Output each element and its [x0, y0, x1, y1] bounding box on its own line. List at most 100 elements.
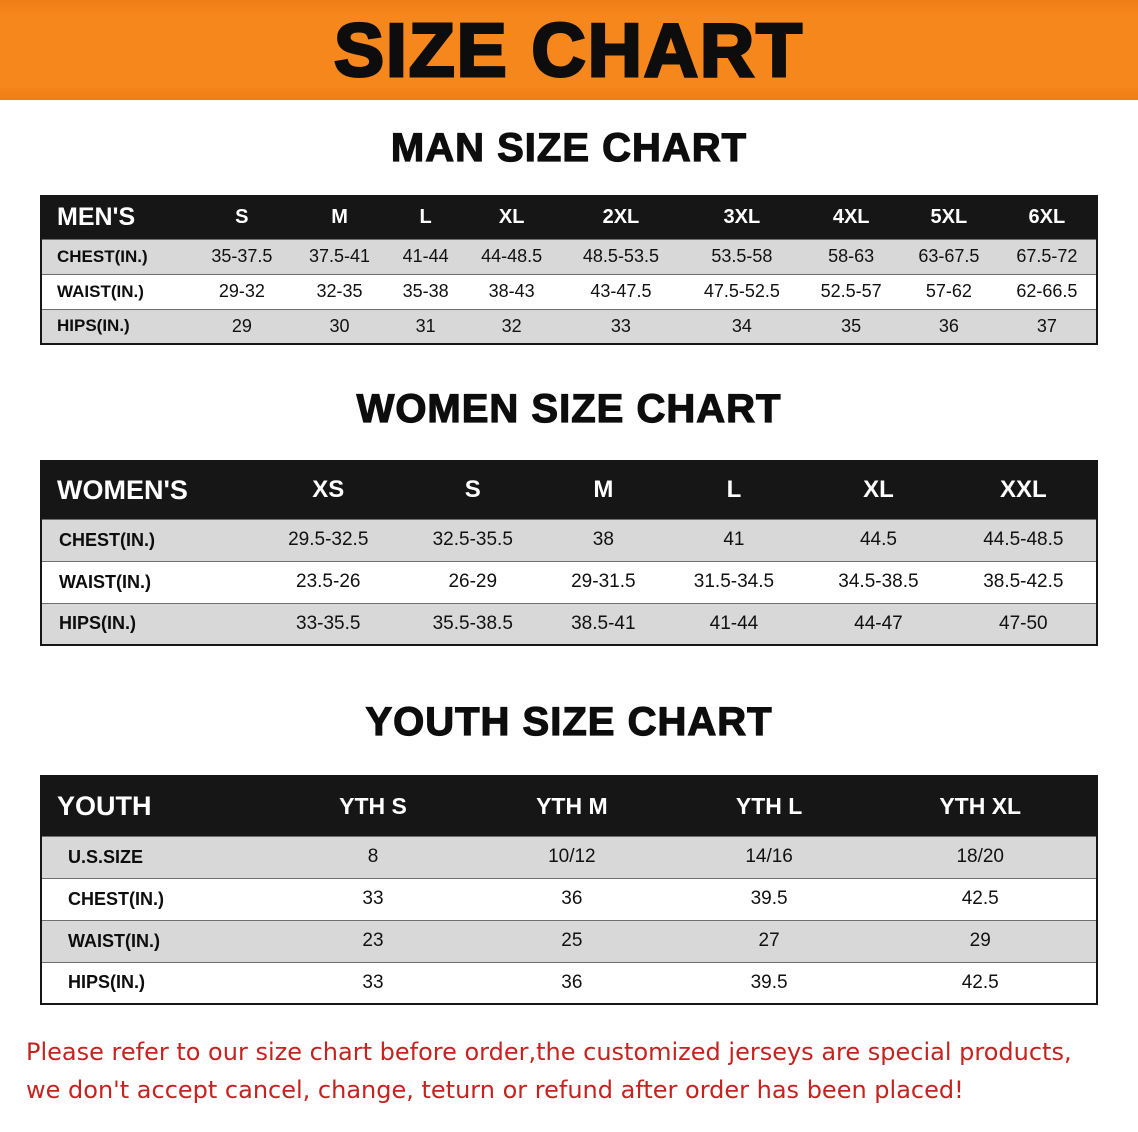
measurement-row: HIPS(IN.) 33 36 39.5 42.5	[41, 962, 1097, 1004]
measurement-row: WAIST(IN.) 23.5-26 26-29 29-31.5 31.5-34.5 34…	[41, 561, 1097, 603]
value-cell: 41	[723, 529, 745, 550]
value-cell: 23	[362, 930, 384, 951]
value-cell: 29-32	[218, 281, 265, 301]
row-label-cell: HIPS(IN.)	[68, 972, 146, 993]
value-cell: 39.5	[750, 971, 788, 993]
men-section-heading: MAN SIZE CHART	[390, 125, 748, 170]
size-header-cell: M	[290, 196, 389, 239]
size-header-cell: M	[545, 461, 662, 519]
value-cell: 41-44	[402, 246, 449, 266]
row-label-cell: WAIST(IN.)	[68, 930, 160, 951]
measurement-row: WAIST(IN.) 23 25 27 29	[41, 920, 1097, 962]
value-cell: 35.5-38.5	[432, 612, 513, 634]
youth-size-section: YOUTH SIZE CHART YOUTH YTH S YTH M YTH L YTH…	[0, 699, 1138, 1005]
value-cell: 58-63	[828, 246, 875, 266]
row-label-cell: WAIST(IN.)	[59, 571, 151, 592]
value-cell: 63-67.5	[918, 246, 980, 266]
value-cell: 14/16	[745, 846, 793, 867]
value-cell: 35	[841, 315, 862, 336]
table-title-cell: YOUTH	[41, 776, 276, 836]
value-cell: 44.5	[859, 529, 897, 550]
value-cell: 29	[969, 930, 991, 951]
size-header-cell: XS	[256, 461, 401, 519]
measurement-row: CHEST(IN.) 35-37.5 37.5-41 41-44 44-48.5 48.5…	[41, 239, 1097, 274]
size-header-cell: S	[193, 196, 291, 239]
row-label-cell: CHEST(IN.)	[68, 888, 164, 909]
value-cell: 42.5	[961, 888, 999, 909]
value-cell: 38.5-42.5	[983, 571, 1064, 592]
header-row: YOUTH YTH S YTH M YTH L YTH XL	[41, 776, 1097, 836]
value-cell: 29.5-32.5	[288, 529, 369, 550]
header-row: MEN'S S M L XL 2XL 3XL 4XL 5XL 6XL	[41, 196, 1097, 239]
page-title: SIZE CHART	[333, 7, 804, 92]
value-cell: 67.5-72	[1016, 246, 1078, 266]
value-cell: 38-43	[488, 281, 535, 301]
value-cell: 33	[362, 971, 384, 993]
value-cell: 41-44	[709, 612, 759, 634]
size-header-cell: 3XL	[681, 196, 803, 239]
measurement-row: HIPS(IN.) 29 30 31 32 33 34 35 36 37	[41, 309, 1097, 344]
value-cell: 53.5-58	[711, 246, 773, 266]
value-cell: 31	[415, 315, 436, 336]
women-size-section: WOMEN SIZE CHART WOMEN'S XS S M L XL XXL CHEST(…	[0, 386, 1138, 646]
value-cell: 36	[561, 971, 583, 993]
table-title-cell: MEN'S	[41, 196, 193, 239]
size-header-cell: YTH XL	[864, 776, 1097, 836]
value-cell: 32	[501, 315, 522, 336]
value-cell: 29-31.5	[571, 571, 636, 592]
measurement-row: CHEST(IN.) 33 36 39.5 42.5	[41, 878, 1097, 920]
value-cell: 32.5-35.5	[432, 529, 513, 550]
row-label-cell: WAIST(IN.)	[57, 281, 144, 301]
men-size-table: MEN'S S M L XL 2XL 3XL 4XL 5XL 6XL CHEST(IN.) 35-37…	[40, 195, 1098, 345]
value-cell: 25	[561, 930, 583, 951]
value-cell: 33	[610, 315, 631, 336]
women-section-heading: WOMEN SIZE CHART	[356, 386, 782, 431]
size-header-cell: 5XL	[900, 196, 998, 239]
value-cell: 39.5	[750, 888, 788, 909]
header-row: WOMEN'S XS S M L XL XXL	[41, 461, 1097, 519]
value-cell: 52.5-57	[820, 281, 882, 301]
banner: SIZE CHART	[0, 0, 1138, 100]
value-cell: 33-35.5	[296, 612, 361, 634]
value-cell: 37.5-41	[309, 246, 371, 266]
value-cell: 26-29	[448, 571, 498, 592]
value-cell: 57-62	[925, 281, 972, 301]
measurement-row: CHEST(IN.) 29.5-32.5 32.5-35.5 38 41 44.5 44.5…	[41, 519, 1097, 561]
notice-line-1: Please refer to our size chart before or…	[26, 1038, 1072, 1066]
value-cell: 36	[561, 888, 583, 909]
women-size-table: WOMEN'S XS S M L XL XXL CHEST(IN.) 29.5-32.5 32.5…	[40, 460, 1098, 646]
value-cell: 48.5-53.5	[582, 246, 659, 266]
value-cell: 38.5-41	[571, 612, 636, 634]
value-cell: 37	[1036, 315, 1057, 336]
value-cell: 8	[367, 846, 379, 867]
value-cell: 47-50	[999, 612, 1048, 634]
row-label-cell: HIPS(IN.)	[57, 316, 130, 336]
size-header-cell: 2XL	[560, 196, 682, 239]
youth-section-heading: YOUTH SIZE CHART	[365, 699, 773, 744]
measurement-row: HIPS(IN.) 33-35.5 35.5-38.5 38.5-41 41-44 44-…	[41, 603, 1097, 645]
value-cell: 32-35	[316, 281, 363, 301]
value-cell: 29	[231, 315, 252, 336]
measurement-row: U.S.SIZE 8 10/12 14/16 18/20	[41, 836, 1097, 878]
table-title-cell: WOMEN'S	[41, 461, 256, 519]
value-cell: 31.5-34.5	[693, 571, 775, 592]
size-header-cell: YTH L	[673, 776, 865, 836]
value-cell: 44.5-48.5	[983, 529, 1064, 550]
size-header-cell: L	[388, 196, 463, 239]
size-header-cell: XL	[806, 461, 951, 519]
value-cell: 62-66.5	[1016, 281, 1078, 301]
size-header-cell: YTH S	[276, 776, 470, 836]
value-cell: 43-47.5	[590, 281, 652, 301]
value-cell: 35-38	[402, 281, 449, 301]
value-cell: 10/12	[548, 846, 596, 867]
value-cell: 47.5-52.5	[703, 281, 780, 301]
size-header-cell: XL	[462, 196, 561, 239]
value-cell: 34	[731, 315, 752, 336]
size-header-cell: L	[661, 461, 807, 519]
size-header-cell: S	[400, 461, 545, 519]
size-header-cell: XXL	[950, 461, 1097, 519]
value-cell: 18/20	[956, 846, 1004, 867]
value-cell: 44-47	[854, 612, 903, 634]
size-header-cell: 6XL	[997, 196, 1097, 239]
